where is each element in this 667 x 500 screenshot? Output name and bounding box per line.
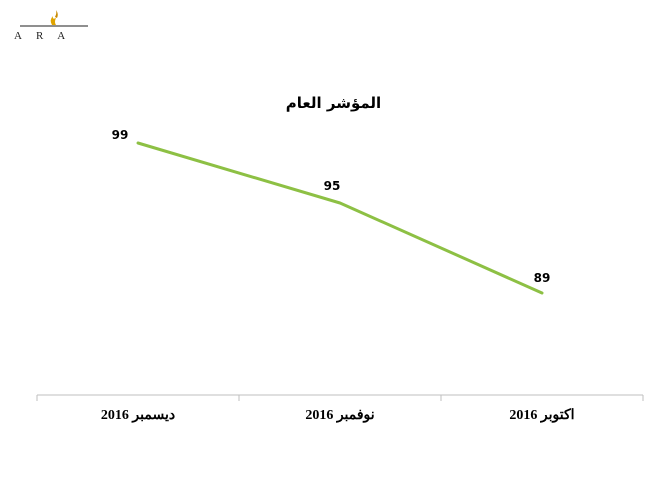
- logo-text: ARA: [14, 30, 80, 42]
- x-tick-label: اكتوبر 2016: [509, 407, 574, 423]
- data-label: 95: [324, 179, 341, 193]
- ara-logo: ARA: [14, 8, 94, 42]
- flame-icon: [20, 10, 88, 27]
- series-line: [136, 141, 544, 295]
- data-label: 99: [112, 128, 129, 142]
- x-tick-label: نوفمبر 2016: [305, 408, 374, 423]
- data-label: 89: [534, 271, 551, 285]
- chart-title: المؤشر العام: [285, 94, 382, 112]
- x-tick-label: ديسمبر 2016: [101, 408, 175, 423]
